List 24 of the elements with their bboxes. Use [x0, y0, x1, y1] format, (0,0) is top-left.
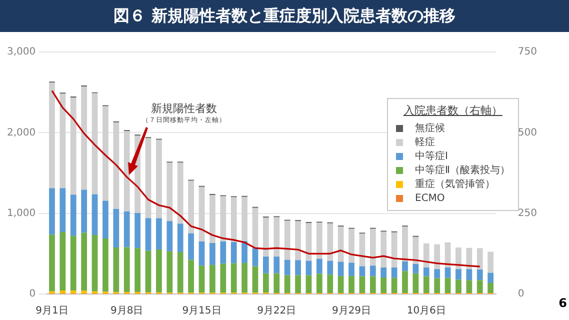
- x-tick-label: 9月29日: [332, 306, 372, 317]
- y2-tick-label: 250: [518, 208, 538, 219]
- x-tick-label: 9月8日: [110, 306, 144, 317]
- y2-tick-label: 0: [518, 288, 524, 300]
- legend-label: 軽症: [415, 136, 435, 149]
- x-tick-label: 9月15日: [182, 306, 222, 317]
- x-tick-label: 9月22日: [257, 306, 296, 317]
- y2-tick-label: 500: [518, 127, 538, 138]
- text: 6: [558, 296, 567, 310]
- y-tick-label: 2,000: [6, 127, 36, 138]
- legend-label: 中等症Ⅰ: [415, 150, 448, 163]
- y-tick-label: 3,000: [6, 46, 36, 58]
- y-tick-label: 0: [29, 288, 36, 300]
- x-tick-label: 10月6日: [406, 306, 446, 317]
- y2-tick-label: 750: [518, 46, 538, 58]
- y-tick-label: 1,000: [6, 208, 36, 219]
- x-tick-label: 9月1日: [36, 306, 68, 317]
- legend-label: ECMO: [415, 192, 445, 204]
- legend-label: 無症候: [415, 122, 445, 135]
- chart-title: 図６ 新規陽性者数と重症度別入院患者数の推移: [0, 0, 569, 32]
- legend-label: 中等症Ⅱ（酸素投与）: [415, 164, 510, 177]
- legend-label: 重症（気管挿管）: [415, 178, 495, 191]
- annotation: 新規陽性者数: [150, 101, 218, 116]
- legend-title: 入院患者数（右軸）: [402, 103, 504, 118]
